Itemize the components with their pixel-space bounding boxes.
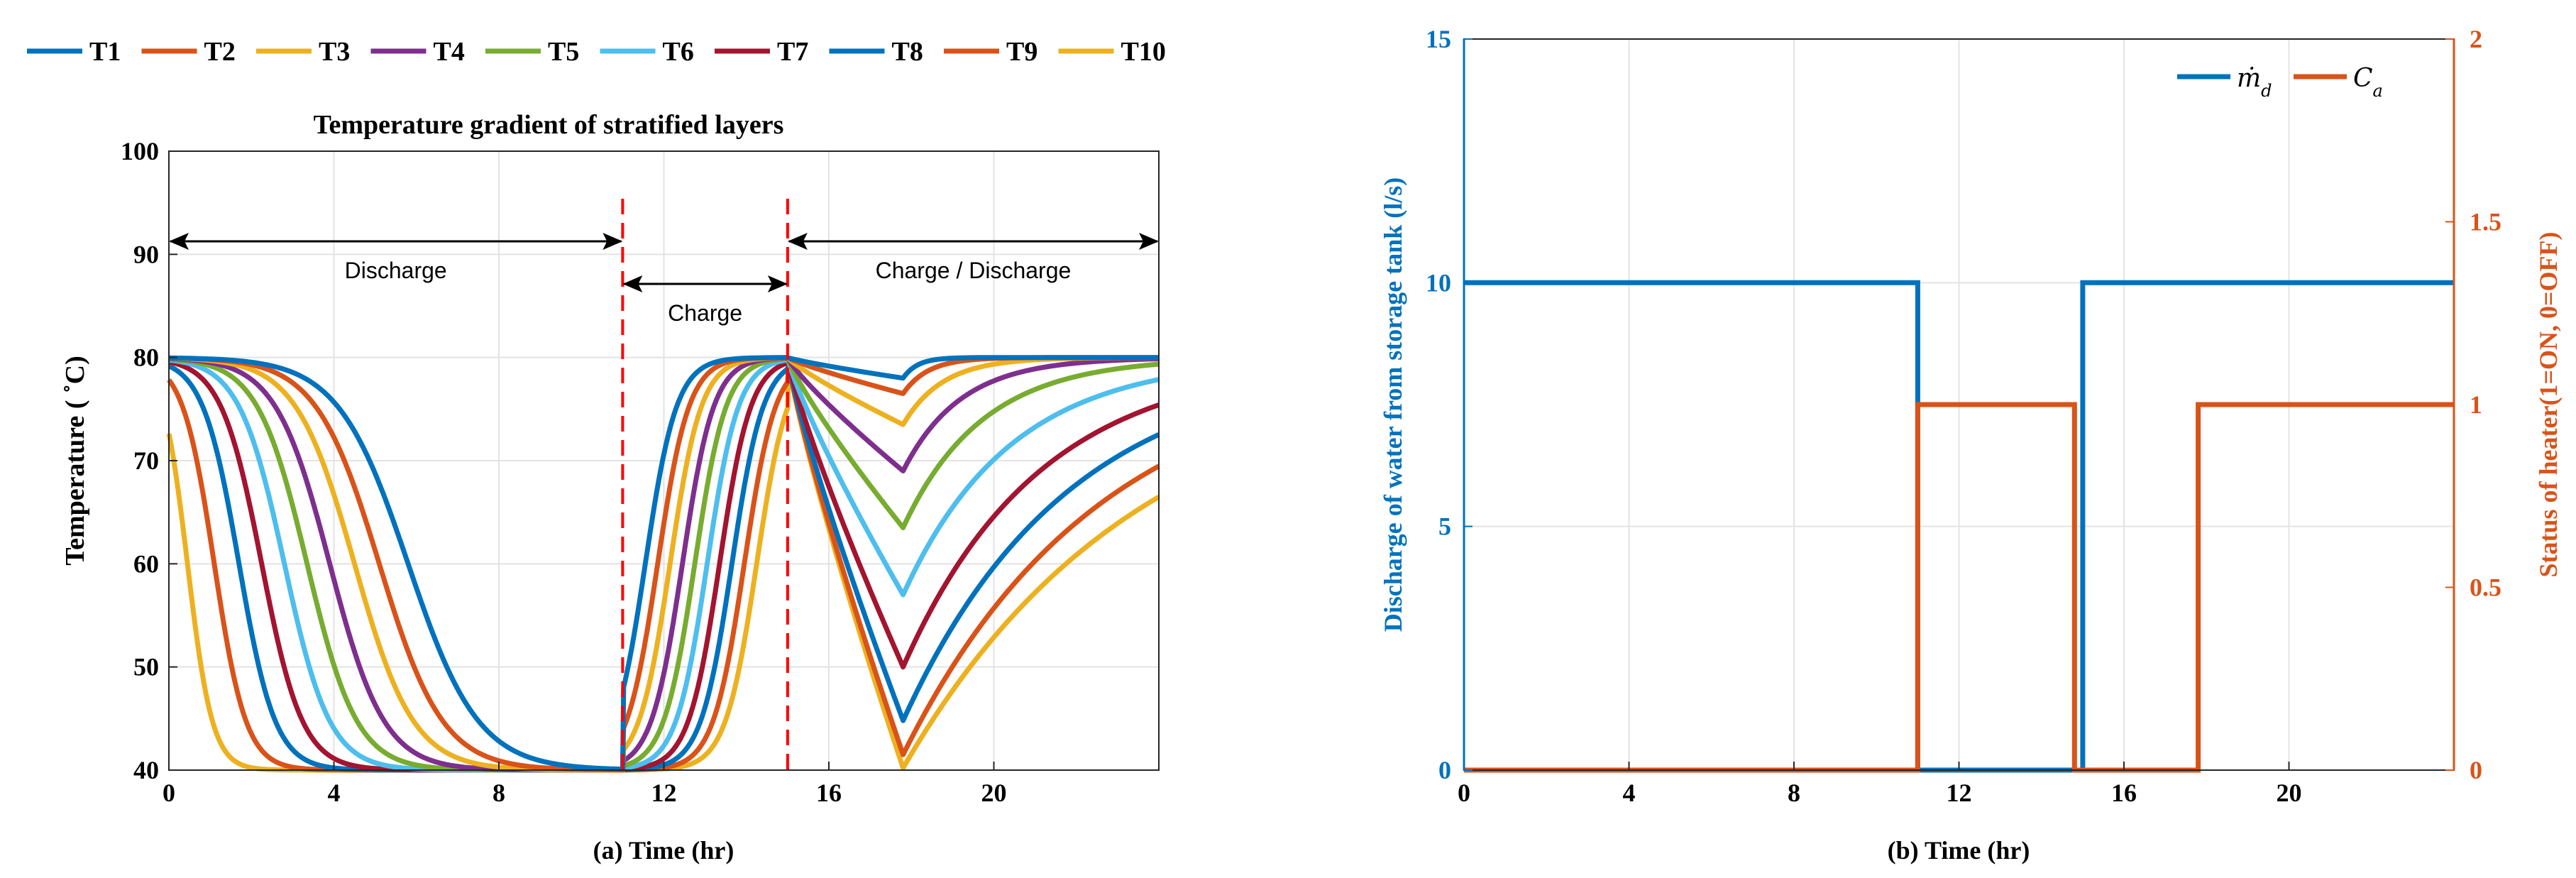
- legend-label-t1: T1: [89, 37, 121, 67]
- x-tick-label: 0: [163, 779, 175, 807]
- legend-label-t4: T4: [434, 37, 465, 67]
- x-tick-label: 12: [651, 779, 677, 807]
- y-tick-label-right: 1.5: [2470, 208, 2501, 236]
- x-tick-label: 4: [1623, 779, 1636, 807]
- series-line-ca: [1464, 402, 2454, 773]
- legend-label-t10: T10: [1121, 37, 1166, 67]
- arrow-head-left: [622, 275, 643, 292]
- series-line-t4: [167, 355, 1160, 773]
- chart-a-title: Temperature gradient of stratified layer…: [314, 110, 784, 140]
- series-line-t7: [167, 359, 1160, 773]
- y-tick-label: 40: [133, 756, 159, 784]
- legend-label-t7: T7: [777, 37, 808, 67]
- legend-label-t6: T6: [663, 37, 694, 67]
- x-tick-label: 12: [1947, 779, 1972, 807]
- x-tick-label: 0: [1458, 779, 1470, 807]
- y-tick-label: 100: [121, 137, 159, 165]
- x-tick-label: 8: [492, 779, 505, 807]
- chart-b-ylabel-left: Discharge of water from storage tank (l/…: [1379, 177, 1407, 632]
- y-tick-label: 60: [133, 549, 159, 578]
- arrow-head-left: [787, 233, 808, 250]
- y-tick-label-right: 2: [2470, 25, 2482, 53]
- y-tick-label-left: 10: [1426, 268, 1451, 297]
- y-tick-label-right: 0.5: [2470, 574, 2501, 602]
- legend-a: T1 T2 T3 T4 T5 T6 T7 T8 T9 T10: [27, 37, 1166, 67]
- x-tick-label: 20: [981, 779, 1007, 807]
- y-tick-label-right: 0: [2470, 756, 2482, 784]
- chart-b-xlabel: (b) Time (hr): [1888, 836, 2030, 865]
- series-line-t5: [167, 356, 1160, 773]
- arrow-head-left: [169, 233, 189, 250]
- y-tick-label: 50: [133, 653, 159, 681]
- y-tick-label-left: 5: [1438, 512, 1451, 541]
- arrow-head-right: [602, 233, 623, 250]
- phase-label-2: Charge / Discharge: [876, 258, 1072, 283]
- legend-label-t5: T5: [548, 37, 579, 67]
- y-tick-label-left: 15: [1426, 25, 1451, 53]
- series-line-t3: [167, 355, 1160, 773]
- chart-a: Discharge Charge Charge / Discharge 0 4 8 12 1…: [60, 137, 1160, 865]
- legend-label-t3: T3: [319, 37, 350, 67]
- x-tick-label: 16: [816, 779, 842, 807]
- x-tick-label: 20: [2277, 779, 2302, 807]
- chart-b-ylabel-right: Status of heater(1=ON, 0=OFF): [2534, 232, 2563, 578]
- x-tick-label: 8: [1788, 779, 1800, 807]
- legend-label-t9: T9: [1006, 37, 1037, 67]
- y-tick-label: 70: [133, 446, 159, 475]
- ticks-b: 0 4 8 12 16 20 0 5 10 15 0 0.5 1 1.5 2: [1426, 25, 2501, 807]
- y-tick-label-right: 1: [2470, 390, 2482, 419]
- legend-label-t2: T2: [204, 37, 236, 67]
- phase-label-0: Discharge: [345, 258, 447, 283]
- phase-label-1: Charge: [668, 300, 742, 326]
- arrow-head-right: [767, 275, 788, 292]
- ticks-a: 0 4 8 12 16 20 40 50 60 70 80 90 100: [121, 137, 1007, 807]
- series-line-t1: [167, 355, 1160, 772]
- chart-a-ylabel: Temperature ( ˚C): [60, 356, 90, 565]
- y-tick-label: 90: [133, 240, 159, 268]
- x-tick-label: 4: [328, 779, 341, 807]
- x-tick-label: 16: [2111, 779, 2137, 807]
- arrow-head-right: [1139, 233, 1159, 250]
- y-tick-label: 80: [133, 344, 159, 372]
- y-tick-label-left: 0: [1438, 756, 1451, 784]
- phase-annotations: Discharge Charge Charge / Discharge: [169, 233, 1159, 326]
- legend-label-t8: T8: [892, 37, 923, 67]
- chart-a-xlabel: (a) Time (hr): [593, 836, 734, 865]
- series-line-t6: [167, 357, 1160, 773]
